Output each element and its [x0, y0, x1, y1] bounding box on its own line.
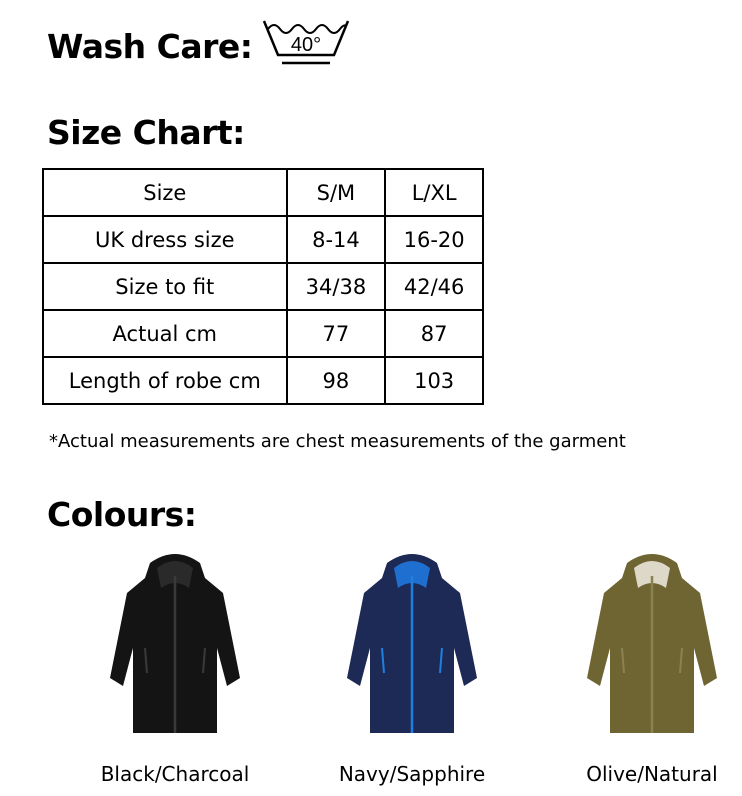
wash-temperature: 40°	[291, 34, 321, 56]
table-cell: 42/46	[384, 262, 484, 311]
table-cell: Size	[42, 168, 288, 217]
table-cell: UK dress size	[42, 215, 288, 264]
colour-label: Olive/Natural	[586, 762, 718, 786]
table-cell: 98	[285, 356, 387, 405]
table-cell: 34/38	[285, 262, 387, 311]
table-row: Size to fit 34/38 42/46	[42, 262, 484, 311]
size-chart-heading: Size Chart:	[47, 113, 245, 152]
wash-40-degrees-icon: 40°	[262, 20, 350, 65]
robe-image	[587, 554, 717, 733]
size-chart-table: Size S/M L/XL UK dress size 8-14 16-20 Size to…	[42, 168, 484, 405]
table-row: Size S/M L/XL	[42, 168, 484, 217]
table-row: Length of robe cm 98 103	[42, 356, 484, 405]
table-cell: S/M	[285, 168, 387, 217]
colours-heading: Colours:	[47, 495, 197, 534]
table-row: UK dress size 8-14 16-20	[42, 215, 484, 264]
robe-image	[110, 554, 240, 733]
table-cell: 87	[384, 309, 484, 358]
table-cell: 103	[384, 356, 484, 405]
colour-label: Navy/Sapphire	[338, 762, 486, 786]
table-cell: Length of robe cm	[42, 356, 288, 405]
table-cell: Size to fit	[42, 262, 288, 311]
colour-label: Black/Charcoal	[100, 762, 250, 786]
table-row: Actual cm 77 87	[42, 309, 484, 358]
wash-care-heading: Wash Care:	[47, 27, 253, 66]
table-cell: 8-14	[285, 215, 387, 264]
table-cell: 77	[285, 309, 387, 358]
table-cell: 16-20	[384, 215, 484, 264]
table-cell: Actual cm	[42, 309, 288, 358]
size-chart-note: *Actual measurements are chest measureme…	[49, 431, 626, 452]
table-cell: L/XL	[384, 168, 484, 217]
robe-image	[347, 554, 477, 733]
